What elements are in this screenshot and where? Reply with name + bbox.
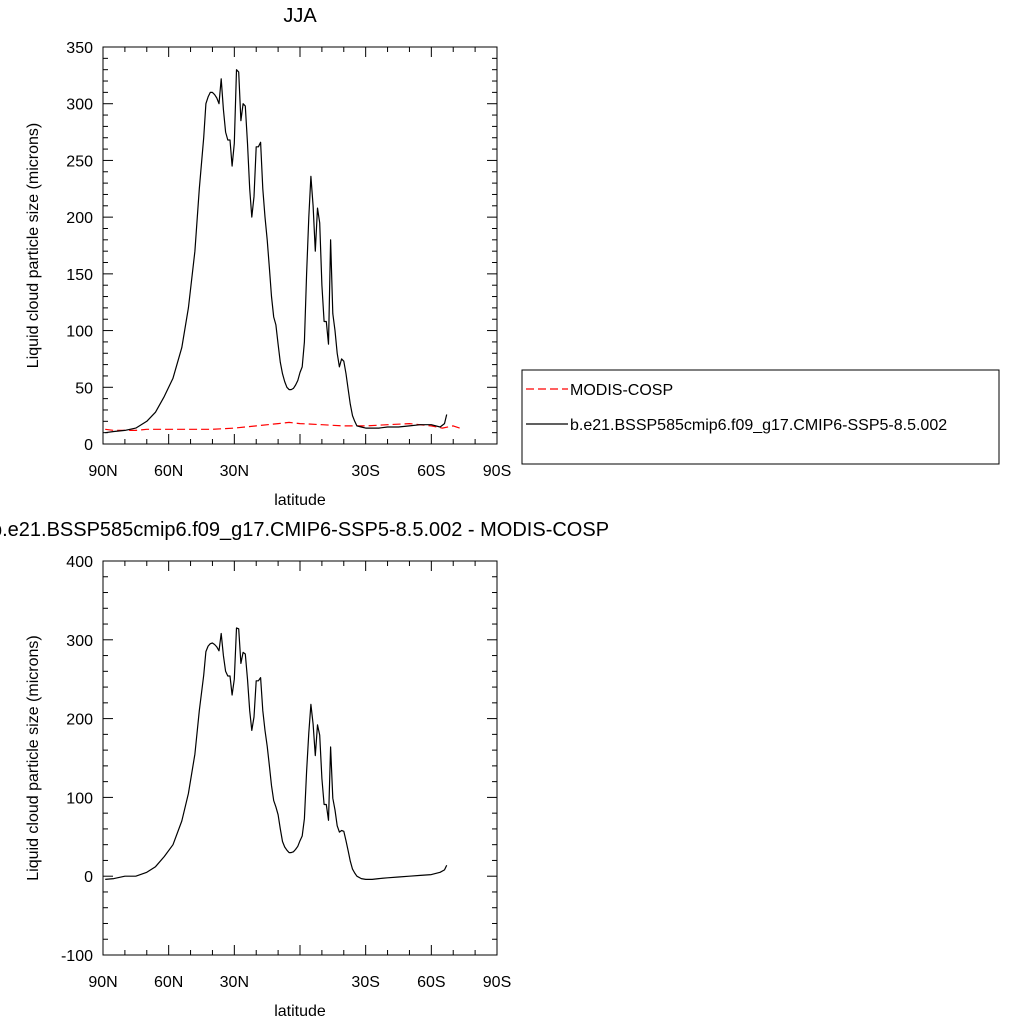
x-tick-label: 60N — [154, 463, 183, 480]
x-tick-label: 30N — [220, 463, 249, 480]
y-tick-label: 200 — [66, 210, 93, 227]
legend: MODIS-COSP b.e21.BSSP585cmip6.f09_g17.CMI… — [521, 369, 1000, 465]
plot-frame — [102, 46, 498, 445]
series-line-model — [105, 627, 448, 881]
y-axis-label: Liquid cloud particle size (microns) — [25, 635, 42, 880]
y-tick-label: 100 — [66, 324, 93, 341]
chart-title: b.e21.BSSP585cmip6.f09_g17.CMIP6-SSP5-8.… — [0, 519, 609, 541]
y-tick-label: 300 — [66, 633, 93, 650]
y-tick-label: 200 — [66, 712, 93, 729]
x-tick-label: 60S — [417, 463, 445, 480]
chart-panel-2: b.e21.BSSP585cmip6.f09_g17.CMIP6-SSP5-8.… — [0, 519, 609, 1020]
y-tick-label: -100 — [61, 948, 93, 965]
plot-frame — [102, 560, 498, 956]
x-tick-label: 30N — [220, 974, 249, 991]
x-tick-label: 30S — [351, 463, 379, 480]
y-tick-label: 0 — [84, 437, 93, 454]
x-tick-label: 30S — [351, 974, 379, 991]
legend-label-1: MODIS-COSP — [570, 382, 673, 399]
x-tick-label: 60S — [417, 974, 445, 991]
chart-panel-1: JJA 90N 60N 30N 30S 60S 90S 0 50 100 150 200 250 300 3… — [25, 5, 1000, 509]
y-tick-label: 150 — [66, 267, 93, 284]
legend-box — [521, 369, 1000, 465]
y-tick-label: 100 — [66, 790, 93, 807]
x-axis-label: latitude — [274, 1003, 326, 1020]
legend-label-2: b.e21.BSSP585cmip6.f09_g17.CMIP6-SSP5-8.… — [570, 417, 947, 434]
x-tick-label: 90S — [483, 974, 511, 991]
series-line-model — [105, 69, 448, 434]
x-tick-label: 90N — [88, 974, 117, 991]
y-tick-label: 0 — [84, 869, 93, 886]
x-tick-label: 90S — [483, 463, 511, 480]
y-tick-label: 400 — [66, 554, 93, 571]
y-tick-label: 50 — [75, 380, 93, 397]
y-tick-label: 300 — [66, 97, 93, 114]
chart-title: JJA — [283, 5, 317, 27]
y-axis-label: Liquid cloud particle size (microns) — [25, 123, 42, 368]
y-tick-label: 350 — [66, 40, 93, 57]
y-tick-label: 250 — [66, 153, 93, 170]
x-tick-label: 90N — [88, 463, 117, 480]
x-axis-label: latitude — [274, 492, 326, 509]
x-tick-label: 60N — [154, 974, 183, 991]
